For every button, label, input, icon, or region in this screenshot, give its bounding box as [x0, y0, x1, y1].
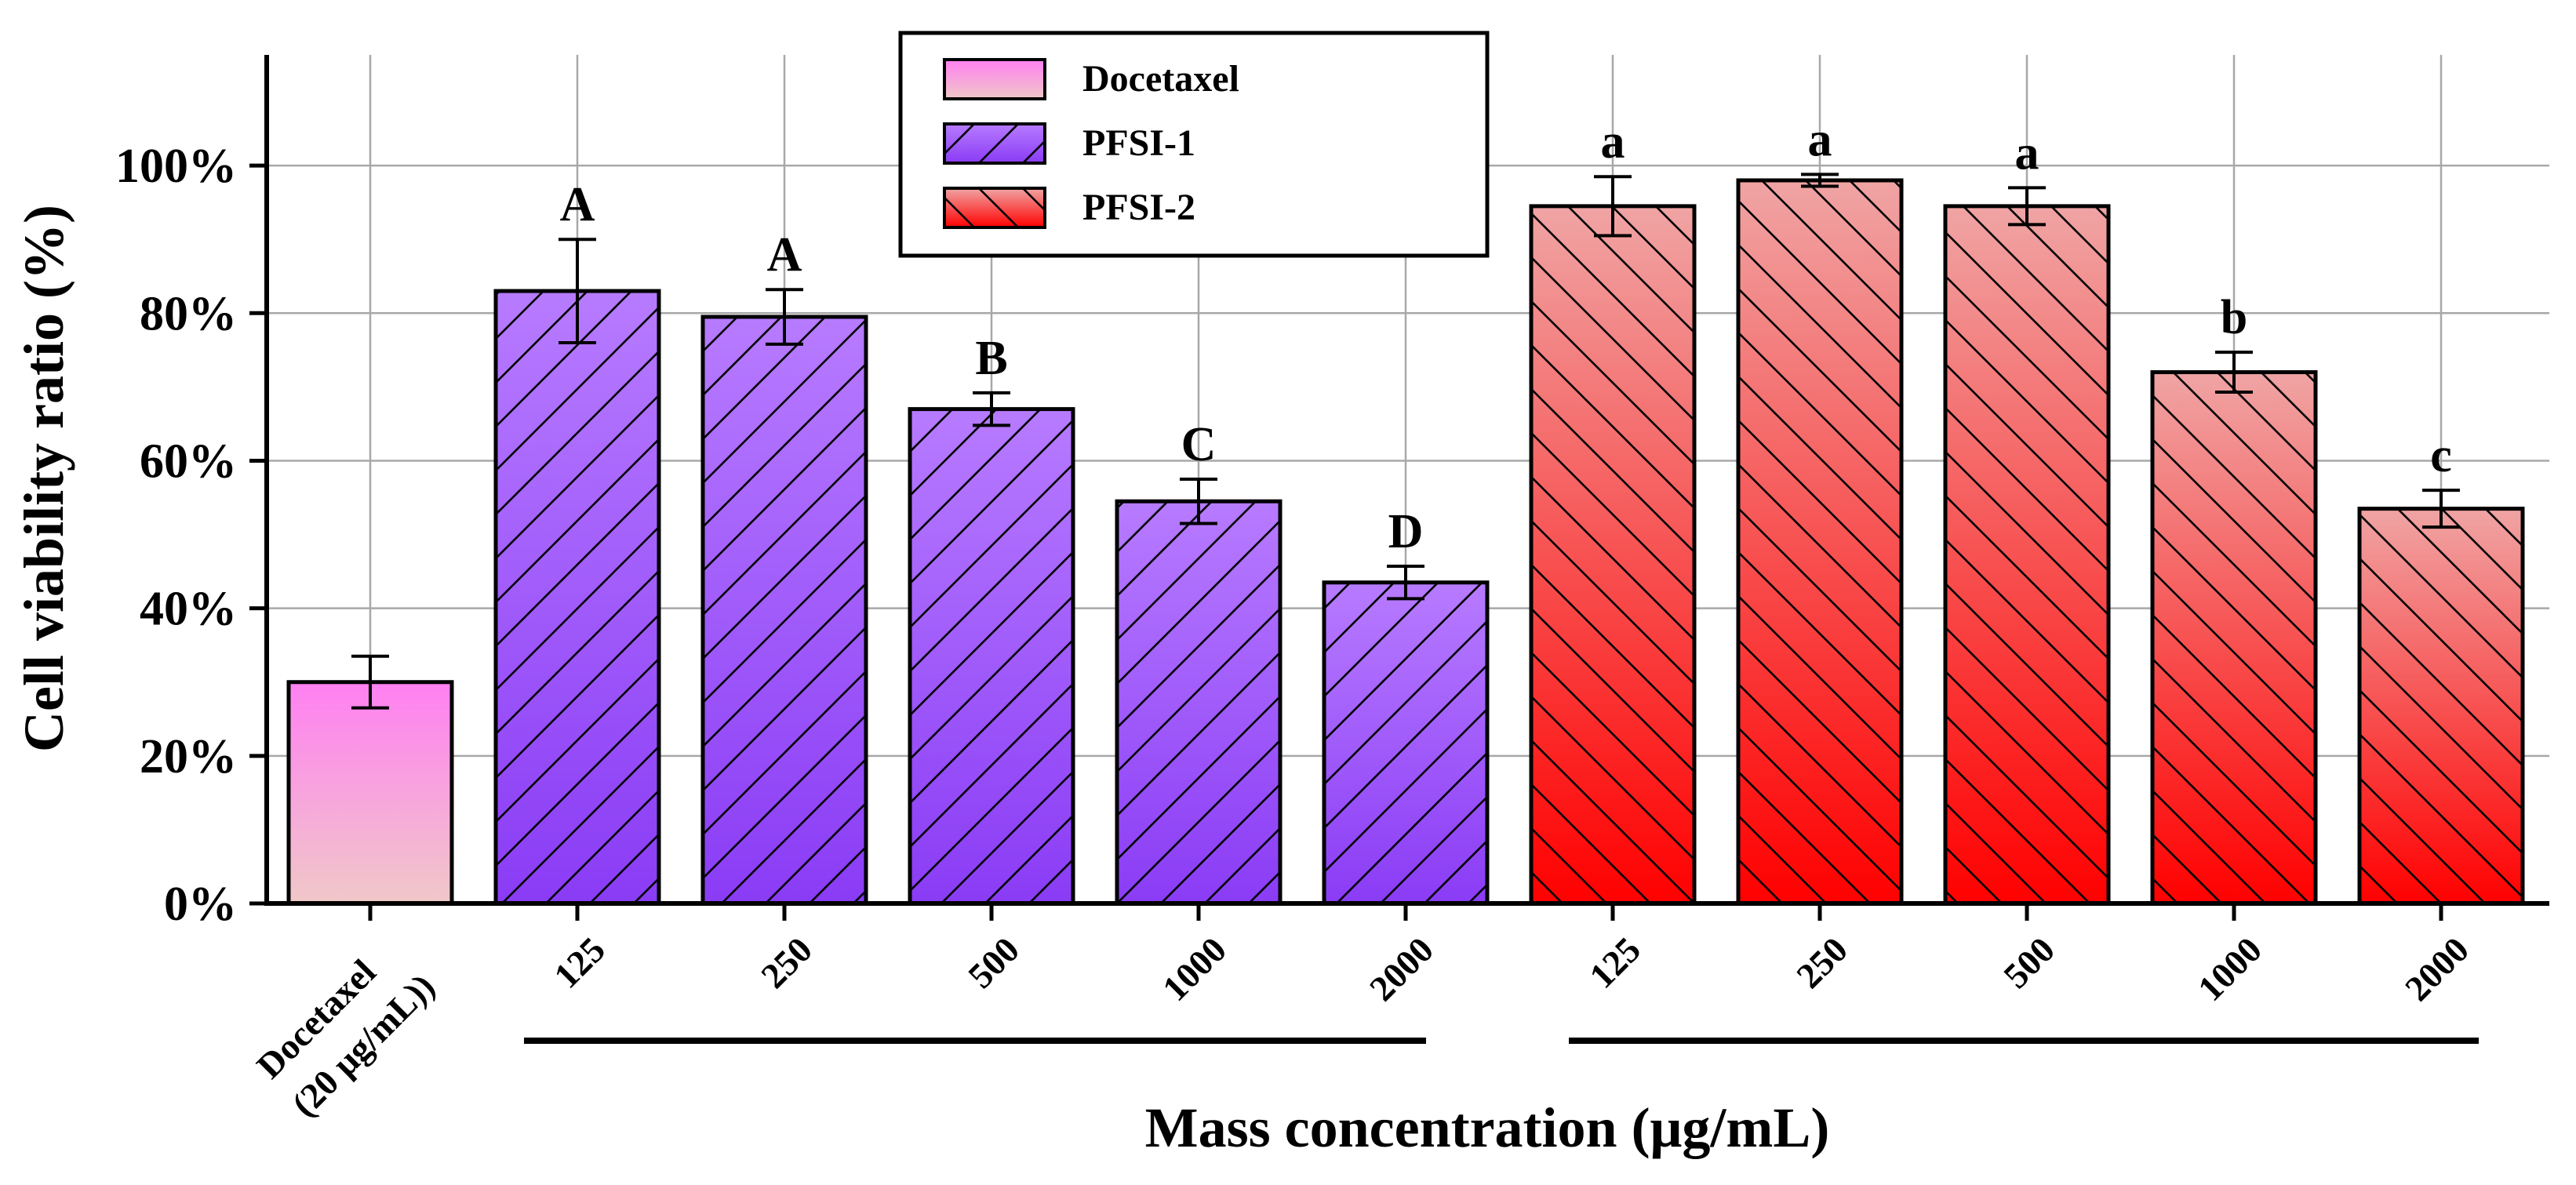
- x-tick-text: 125: [1581, 929, 1648, 996]
- x-tick-label: 500: [960, 929, 1027, 996]
- legend-swatch-fill: [944, 60, 1045, 99]
- bar-hatch: [1324, 582, 1487, 903]
- x-tick-label: 500: [1996, 929, 2062, 996]
- x-tick-text: 1000: [1155, 929, 1234, 1009]
- bar-hatch: [1531, 205, 1694, 903]
- bars: [286, 173, 2525, 906]
- x-tick-label: 250: [753, 929, 820, 996]
- error-bar: [2422, 489, 2460, 529]
- significance-label: A: [767, 228, 802, 282]
- bar-docetaxel-fill: [289, 682, 452, 903]
- bar-hatch: [703, 317, 866, 904]
- x-tick-text: 250: [753, 929, 820, 996]
- error-bar: [2215, 351, 2253, 394]
- y-tick-label: 60%: [140, 434, 237, 488]
- legend-item-pfsi-2: PFSI-2: [943, 187, 1195, 229]
- legend: Docetaxel PFSI-1 PFSI-2: [898, 31, 1490, 258]
- legend-label: PFSI-1: [1082, 122, 1195, 164]
- x-tick-text: 250: [1788, 929, 1855, 996]
- bar-hatch: [1117, 501, 1280, 903]
- x-tick-text: 500: [960, 929, 1027, 996]
- legend-item-pfsi-1: PFSI-1: [943, 122, 1195, 165]
- significance-label: C: [1181, 418, 1217, 471]
- bar-hatch: [2360, 508, 2523, 903]
- y-tick-label: 0%: [164, 878, 237, 931]
- significance-labels: A A B C Da a a b c: [560, 113, 2452, 558]
- error-bar: [766, 288, 803, 346]
- y-tick-label: 80%: [140, 287, 237, 340]
- x-tick-label: 250: [1788, 929, 1855, 996]
- axes: [249, 55, 2549, 921]
- error-bar: [973, 391, 1010, 427]
- error-bar: [1801, 173, 1839, 188]
- y-tick-label: 100%: [115, 140, 237, 193]
- y-tick-label: 20%: [140, 730, 237, 783]
- bar-hatch: [2152, 372, 2316, 903]
- significance-label: D: [1388, 505, 1424, 558]
- significance-label: c: [2430, 429, 2452, 482]
- x-tick-label: 2000: [2397, 929, 2476, 1009]
- legend-swatch-hatch: [944, 188, 1045, 227]
- x-tick-text: Docetaxel(20 μg/mL)): [247, 929, 442, 1124]
- legend-swatch: [943, 187, 1046, 229]
- significance-label: a: [2015, 126, 2039, 180]
- x-tick-label: 1000: [2190, 929, 2269, 1009]
- x-axis-title: Mass concentration (μg/mL): [1145, 1096, 1830, 1159]
- significance-label: b: [2221, 291, 2247, 344]
- error-bar: [351, 654, 389, 710]
- x-tick-text: 1000: [2190, 929, 2269, 1009]
- error-bar: [1180, 478, 1217, 525]
- legend-swatch: [943, 58, 1046, 100]
- legend-swatch: [943, 122, 1046, 165]
- x-tick-label: 1000: [1155, 929, 1234, 1009]
- error-bar: [1387, 565, 1424, 601]
- x-tick-label: 125: [1581, 929, 1648, 996]
- x-tick-text: 2000: [1362, 929, 1441, 1009]
- error-bar: [558, 238, 596, 344]
- bar-hatch: [1945, 205, 2108, 903]
- legend-label: Docetaxel: [1082, 58, 1239, 100]
- x-tick-text: 125: [546, 929, 613, 996]
- x-tick-text: 500: [1996, 929, 2062, 996]
- x-tick-label: 125: [546, 929, 613, 996]
- legend-label: PFSI-2: [1082, 187, 1195, 228]
- x-tick-text: 2000: [2397, 929, 2476, 1009]
- x-tick-label: 2000: [1362, 929, 1441, 1009]
- y-axis-title: Cell viability ratio (%): [13, 205, 75, 752]
- tick-labels: 0% 20% 40% 60% 80% 100% Docetaxel(20 μg/mL)) 12…: [115, 140, 2476, 1124]
- legend-swatch-hatch: [944, 124, 1045, 163]
- significance-label: a: [1808, 113, 1832, 166]
- bar-hatch: [1738, 180, 1901, 904]
- legend-item-docetaxel: Docetaxel: [943, 58, 1239, 100]
- error-bar: [1594, 175, 1632, 238]
- y-tick-label: 40%: [140, 583, 237, 636]
- bar-hatch: [496, 291, 659, 903]
- significance-label: B: [975, 332, 1007, 385]
- significance-label: A: [560, 178, 595, 231]
- bar-hatch: [910, 409, 1073, 903]
- error-bar: [2008, 186, 2046, 227]
- x-tick-label: Docetaxel(20 μg/mL)): [247, 929, 442, 1124]
- significance-label: a: [1601, 115, 1625, 169]
